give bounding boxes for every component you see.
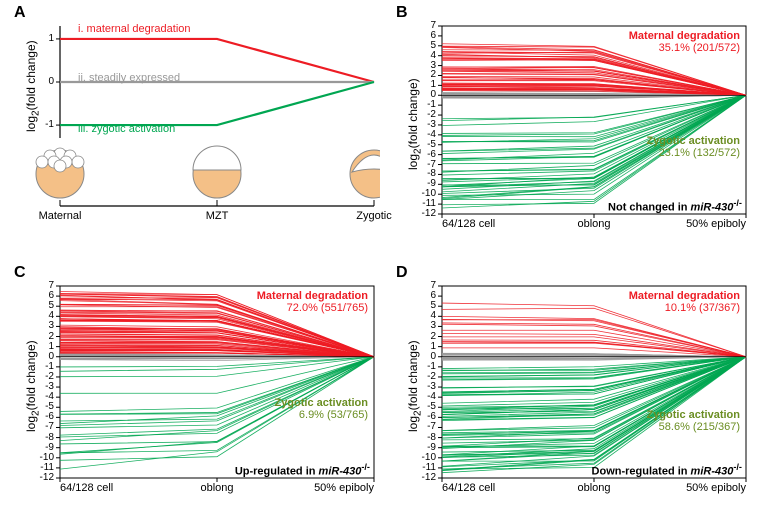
y-tick-label: -10 xyxy=(416,188,436,199)
zygotic-legend: Zygotic activation23.1% (132/572) xyxy=(646,135,740,159)
panel-corner-text: Down-regulated in miR-430-/- xyxy=(592,462,742,478)
y-tick-label: 3 xyxy=(416,60,436,71)
y-tick-label: -11 xyxy=(416,198,436,209)
x-tick-label: oblong xyxy=(544,482,644,494)
stage-label: MZT xyxy=(177,210,257,222)
y-tick-label: 5 xyxy=(34,300,54,311)
y-tick-label: 4 xyxy=(416,50,436,61)
y-tick-label: -12 xyxy=(34,472,54,483)
y-tick-label: 5 xyxy=(416,40,436,51)
y-tick-label: -10 xyxy=(34,452,54,463)
x-tick-label: 50% epiboly xyxy=(646,482,746,494)
x-tick-label: 50% epiboly xyxy=(646,218,746,230)
y-tick-label: -9 xyxy=(416,178,436,189)
y-axis-label: log2(fold change) xyxy=(406,340,423,432)
x-tick-label: oblong xyxy=(167,482,267,494)
y-tick-label: -8 xyxy=(34,432,54,443)
y-tick-label: -12 xyxy=(416,472,436,483)
y-tick-label: 6 xyxy=(34,290,54,301)
y-tick-label: -12 xyxy=(416,208,436,219)
y-tick-label: -11 xyxy=(34,462,54,473)
schematic-line-label: iii. zygotic activation xyxy=(78,123,175,135)
maternal-legend: Maternal degradation10.1% (37/367) xyxy=(629,290,740,314)
y-tick-label: 7 xyxy=(34,280,54,291)
panel-c: -12-11-10-9-8-7-6-5-4-3-2-10123456764/12… xyxy=(10,268,380,512)
panel-d: -12-11-10-9-8-7-6-5-4-3-2-10123456764/12… xyxy=(392,268,752,512)
y-axis-label: log2(fold change) xyxy=(406,78,423,170)
y-tick-label: 6 xyxy=(416,290,436,301)
y-tick-label: -11 xyxy=(416,462,436,473)
x-tick-label: 64/128 cell xyxy=(442,482,542,494)
panel-a: -101log2(fold change)i. maternal degrada… xyxy=(10,8,380,248)
y-tick-label: 4 xyxy=(34,310,54,321)
y-axis-label: log2(fold change) xyxy=(24,40,41,132)
zygotic-legend: Zygotic activation58.6% (215/367) xyxy=(646,409,740,433)
stage-label: Maternal xyxy=(20,210,100,222)
x-tick-label: 64/128 cell xyxy=(442,218,542,230)
panel-corner-text: Not changed in miR-430-/- xyxy=(608,198,742,214)
y-tick-label: 5 xyxy=(416,300,436,311)
y-tick-label: 7 xyxy=(416,20,436,31)
schematic-line-label: i. maternal degradation xyxy=(78,23,191,35)
y-tick-label: -8 xyxy=(416,432,436,443)
x-tick-label: oblong xyxy=(544,218,644,230)
y-tick-label: -8 xyxy=(416,168,436,179)
maternal-legend: Maternal degradation72.0% (551/765) xyxy=(257,290,368,314)
y-tick-label: 3 xyxy=(34,320,54,331)
y-tick-label: -9 xyxy=(34,442,54,453)
figure-root: A B C D -101log2(fold change)i. maternal… xyxy=(0,0,763,523)
maternal-legend: Maternal degradation35.1% (201/572) xyxy=(629,30,740,54)
panel-b: -12-11-10-9-8-7-6-5-4-3-2-10123456764/12… xyxy=(392,8,752,248)
y-tick-label: -10 xyxy=(416,452,436,463)
panel-corner-text: Up-regulated in miR-430-/- xyxy=(235,462,370,478)
y-tick-label: 4 xyxy=(416,310,436,321)
y-axis-label: log2(fold change) xyxy=(24,340,41,432)
x-tick-label: 64/128 cell xyxy=(60,482,160,494)
x-tick-label: 50% epiboly xyxy=(274,482,374,494)
y-tick-label: -9 xyxy=(416,442,436,453)
y-tick-label: 6 xyxy=(416,30,436,41)
y-tick-label: 7 xyxy=(416,280,436,291)
schematic-line-label: ii. steadily expressed xyxy=(78,72,180,84)
zygotic-legend: Zygotic activation6.9% (53/765) xyxy=(274,397,368,421)
y-tick-label: 3 xyxy=(416,320,436,331)
